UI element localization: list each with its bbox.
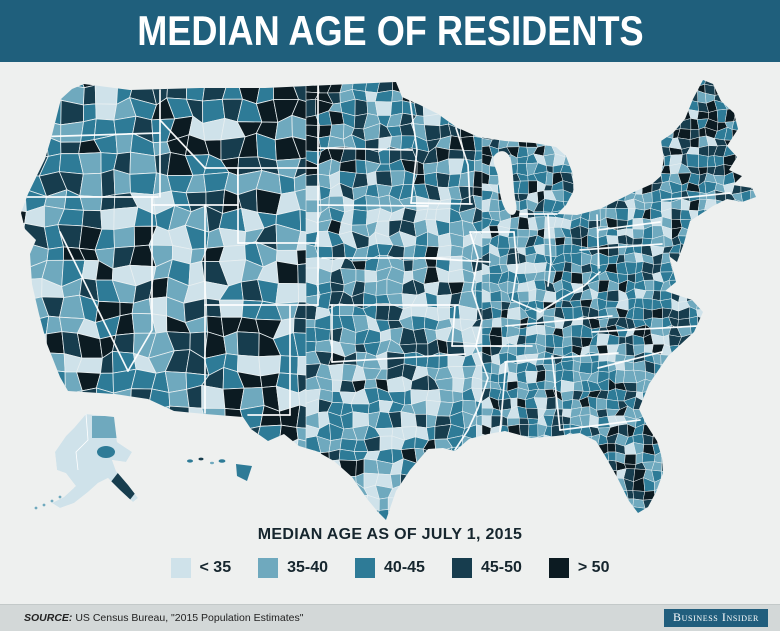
business-insider-logo: Business Insider	[664, 609, 768, 627]
legend-label: 35-40	[287, 559, 329, 576]
legend-swatch-icon	[258, 558, 279, 578]
legend-item: 35-40	[258, 558, 328, 578]
source-credit: SOURCE: US Census Bureau, "2015 Populati…	[24, 612, 303, 624]
legend-swatch-icon	[451, 558, 472, 578]
footer: SOURCE: US Census Bureau, "2015 Populati…	[0, 604, 780, 631]
legend-item: 40-45	[355, 558, 425, 578]
legend-label: > 50	[577, 559, 610, 576]
legend-label: 40-45	[384, 559, 425, 576]
legend-item: 45-50	[451, 558, 522, 578]
legend-label: < 35	[199, 559, 232, 576]
legend-item: > 50	[548, 558, 610, 578]
source-label: SOURCE:	[24, 612, 73, 624]
legend-label: 45-50	[480, 559, 522, 576]
legend: MEDIAN AGE AS OF JULY 1, 2015 < 35 35-40…	[0, 526, 780, 578]
legend-title: MEDIAN AGE AS OF JULY 1, 2015	[257, 526, 523, 543]
header: MEDIAN AGE OF RESIDENTS	[0, 0, 780, 62]
page-title: MEDIAN AGE OF RESIDENTS	[136, 7, 644, 54]
legend-row: < 35 35-40 40-45 45-50 > 50	[0, 558, 780, 578]
legend-swatch-icon	[548, 558, 569, 578]
legend-swatch-icon	[355, 558, 376, 578]
legend-item: < 35	[170, 558, 232, 578]
legend-swatch-icon	[170, 558, 191, 578]
source-text: US Census Bureau, "2015 Population Estim…	[72, 612, 304, 624]
